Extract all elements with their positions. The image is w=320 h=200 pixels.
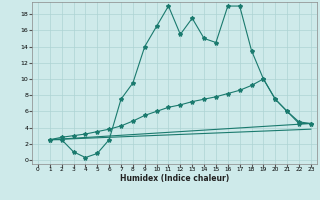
X-axis label: Humidex (Indice chaleur): Humidex (Indice chaleur) bbox=[120, 174, 229, 183]
